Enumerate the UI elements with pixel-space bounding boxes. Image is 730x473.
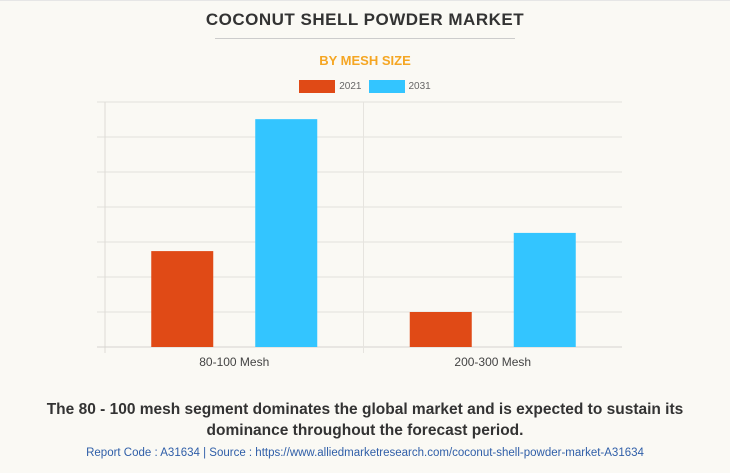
chart-title: COCONUT SHELL POWDER MARKET: [205, 10, 525, 29]
bar-2031-0: [255, 119, 318, 348]
bar-2031-1: [513, 232, 576, 347]
bar-2021-0: [151, 251, 214, 347]
chart-caption: The 80 - 100 mesh segment dominates the …: [46, 401, 684, 439]
title-divider: [215, 38, 515, 39]
source-link[interactable]: Report Code : A31634 | Source : https://…: [86, 447, 644, 459]
legend-label-2021: 2021: [339, 81, 362, 92]
x-tick-label: 80-100 Mesh: [199, 355, 269, 369]
legend-label-2031: 2031: [408, 81, 431, 92]
chart-subtitle: BY MESH SIZE: [319, 53, 411, 68]
bar-2021-1: [409, 312, 472, 347]
bar-chart: 80-100 Mesh 200-300 Mesh: [97, 101, 622, 369]
legend-item-2021[interactable]: 2021: [299, 80, 362, 93]
legend-swatch-2021: [299, 80, 336, 93]
legend-item-2031[interactable]: 2031: [368, 80, 431, 93]
legend: 2021 2031: [0, 80, 730, 93]
x-tick-label: 200-300 Mesh: [454, 355, 531, 369]
legend-swatch-2031: [368, 80, 405, 93]
